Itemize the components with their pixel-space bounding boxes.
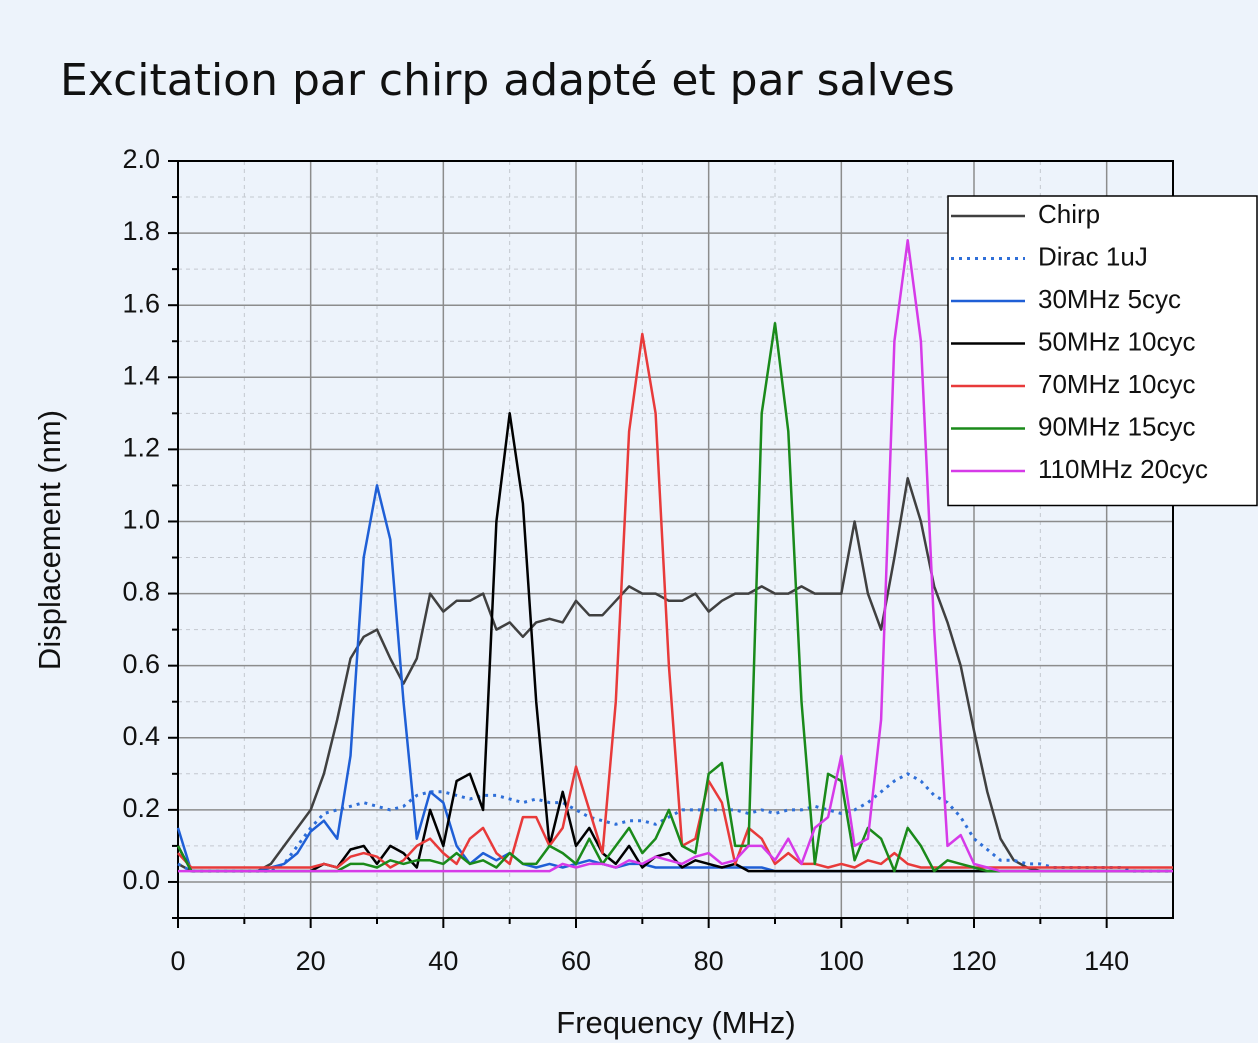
chart-title: Excitation par chirp adapté et par salve… <box>60 55 955 106</box>
series-line <box>177 476 1173 873</box>
y-tick-label: 0.6 <box>122 649 160 679</box>
series-line <box>177 772 1173 873</box>
series-line <box>178 239 1173 873</box>
x-tick-label: 40 <box>428 946 458 976</box>
x-axis-label: Frequency (MHz) <box>556 1005 795 1040</box>
y-tick-label: 2.0 <box>122 144 160 174</box>
x-tick-label: 20 <box>296 946 326 976</box>
y-tick-label: 0.8 <box>122 577 160 607</box>
legend-label: 70MHz 10cyc <box>1038 369 1196 399</box>
y-tick-label: 1.4 <box>122 360 160 390</box>
x-tick-label: 80 <box>694 946 724 976</box>
y-axis-label: Displacement (nm) <box>32 410 67 670</box>
x-tick-label: 100 <box>819 946 864 976</box>
y-tick-label: 1.2 <box>122 433 160 463</box>
plot-frame <box>177 160 1174 919</box>
series-line <box>177 332 1173 869</box>
legend-label: Chirp <box>1038 199 1100 229</box>
y-tick-label: 1.6 <box>122 288 160 318</box>
legend-label: 50MHz 10cyc <box>1038 326 1196 356</box>
x-tick-label: 60 <box>561 946 591 976</box>
x-tick-label: 0 <box>170 946 185 976</box>
y-tick-label: 0.0 <box>122 865 160 895</box>
legend-label: 30MHz 5cyc <box>1038 284 1181 314</box>
x-tick-label: 120 <box>951 946 996 976</box>
legend-label: Dirac 1uJ <box>1038 241 1148 271</box>
legend-label: 110MHz 20cyc <box>1038 454 1208 484</box>
legend-label: 90MHz 15cyc <box>1038 411 1196 441</box>
y-tick-label: 1.8 <box>122 216 160 246</box>
legend-box <box>947 195 1258 507</box>
y-tick-label: 0.2 <box>122 793 160 823</box>
y-tick-label: 0.4 <box>122 721 160 751</box>
x-tick-label: 140 <box>1084 946 1129 976</box>
y-tick-label: 1.0 <box>122 505 160 535</box>
